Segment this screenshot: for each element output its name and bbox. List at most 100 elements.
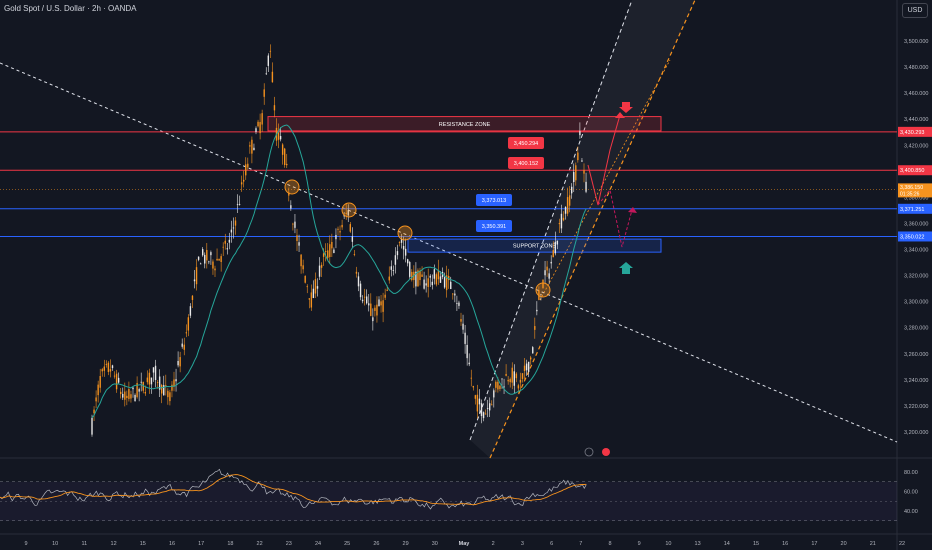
candle [517, 385, 520, 389]
rsi-axis-label: 40.00 [904, 509, 918, 515]
flag-icon[interactable] [602, 448, 610, 456]
time-axis[interactable]: 9 10 11 12 15 16 17 18 22 23 24 25 26 29 30 May 2 3 6 7 8 9 10… [24, 541, 905, 547]
time-axis-label: 11 [82, 541, 88, 547]
candle [183, 344, 185, 350]
candle [484, 413, 487, 415]
candle [335, 234, 337, 240]
candle [530, 357, 532, 360]
support-zone[interactable] [407, 238, 662, 253]
candle [320, 264, 323, 268]
candle [243, 179, 245, 182]
time-axis-label: 12 [111, 541, 117, 547]
candle [327, 250, 329, 258]
price-axis-label: 3,320.000 [904, 274, 928, 280]
candle [486, 408, 489, 410]
price-axis-label: 3,380.000 [904, 195, 928, 201]
candle [158, 376, 161, 390]
candle [534, 326, 536, 330]
candle [382, 300, 384, 312]
candle [532, 347, 534, 354]
candle [95, 397, 97, 402]
candle [554, 241, 556, 254]
candle [497, 381, 499, 390]
candle [396, 251, 399, 256]
candle [374, 307, 376, 311]
level-tag-label: 3,350.022 [900, 234, 924, 240]
candle [161, 385, 163, 394]
price-axis-label: 3,300.000 [904, 300, 928, 306]
time-axis-label: 17 [198, 541, 204, 547]
last-price-tag [898, 183, 932, 198]
candle [544, 270, 546, 276]
candle [288, 192, 290, 196]
candle [431, 281, 433, 286]
candle [468, 362, 470, 365]
time-axis-label: 30 [432, 541, 438, 547]
rsi-ma-line [0, 474, 587, 506]
price-note[interactable] [476, 220, 512, 232]
candle [511, 367, 513, 383]
price-note[interactable] [508, 157, 544, 169]
candle [390, 266, 392, 270]
candle [458, 302, 460, 306]
candle [423, 279, 425, 289]
candle [347, 210, 349, 216]
candle [448, 276, 450, 281]
candle [234, 220, 237, 226]
price-axis-label: 3,460.000 [904, 91, 928, 97]
touch-point-circle [341, 202, 357, 218]
candle [573, 172, 575, 183]
candle [394, 255, 397, 265]
candle [290, 205, 292, 209]
candle [222, 246, 224, 248]
time-axis-label: 9 [638, 541, 641, 547]
candle [306, 286, 308, 288]
candle [345, 212, 347, 215]
candle [236, 204, 239, 206]
candle [171, 384, 173, 391]
time-axis-label: 25 [344, 541, 350, 547]
candle [292, 223, 294, 225]
candle [343, 215, 345, 217]
time-axis-label: 7 [579, 541, 582, 547]
price-axis-label: 3,220.000 [904, 404, 928, 410]
time-axis-label: 9 [24, 541, 27, 547]
candle [525, 363, 528, 371]
time-axis-label: 15 [140, 541, 146, 547]
resistance-zone-label: RESISTANCE ZONE [439, 122, 491, 128]
price-note-label: 3,373.013 [482, 198, 506, 204]
time-axis-label: May [459, 541, 471, 547]
candle [359, 283, 362, 298]
price-note[interactable] [508, 137, 544, 149]
currency-button[interactable]: USD [902, 3, 928, 18]
resistance-zone[interactable] [267, 116, 662, 132]
candle [368, 303, 370, 306]
price-axis[interactable]: 3,500.000 3,480.000 3,460.000 3,440.000 3,42… [904, 39, 928, 436]
candle [97, 384, 99, 396]
candle [220, 256, 222, 263]
projection-arrowhead [615, 112, 625, 118]
candle [173, 379, 175, 387]
candle [548, 273, 550, 279]
candle [286, 163, 288, 166]
candle [571, 186, 573, 194]
event-icon[interactable] [584, 447, 594, 457]
candle [404, 248, 407, 256]
candle [341, 224, 343, 228]
candle [538, 290, 540, 300]
candle [154, 365, 157, 380]
last-price-countdown: 01:35:26 [900, 191, 920, 197]
candle [294, 221, 296, 228]
candle [322, 253, 325, 257]
candle [259, 122, 261, 134]
candle [398, 242, 401, 243]
price-note[interactable] [476, 194, 512, 206]
candle [577, 152, 579, 161]
candle [216, 258, 218, 261]
candle [454, 293, 456, 296]
candle [552, 250, 554, 258]
price-axis-label: 3,500.000 [904, 39, 928, 45]
candle [523, 365, 526, 371]
